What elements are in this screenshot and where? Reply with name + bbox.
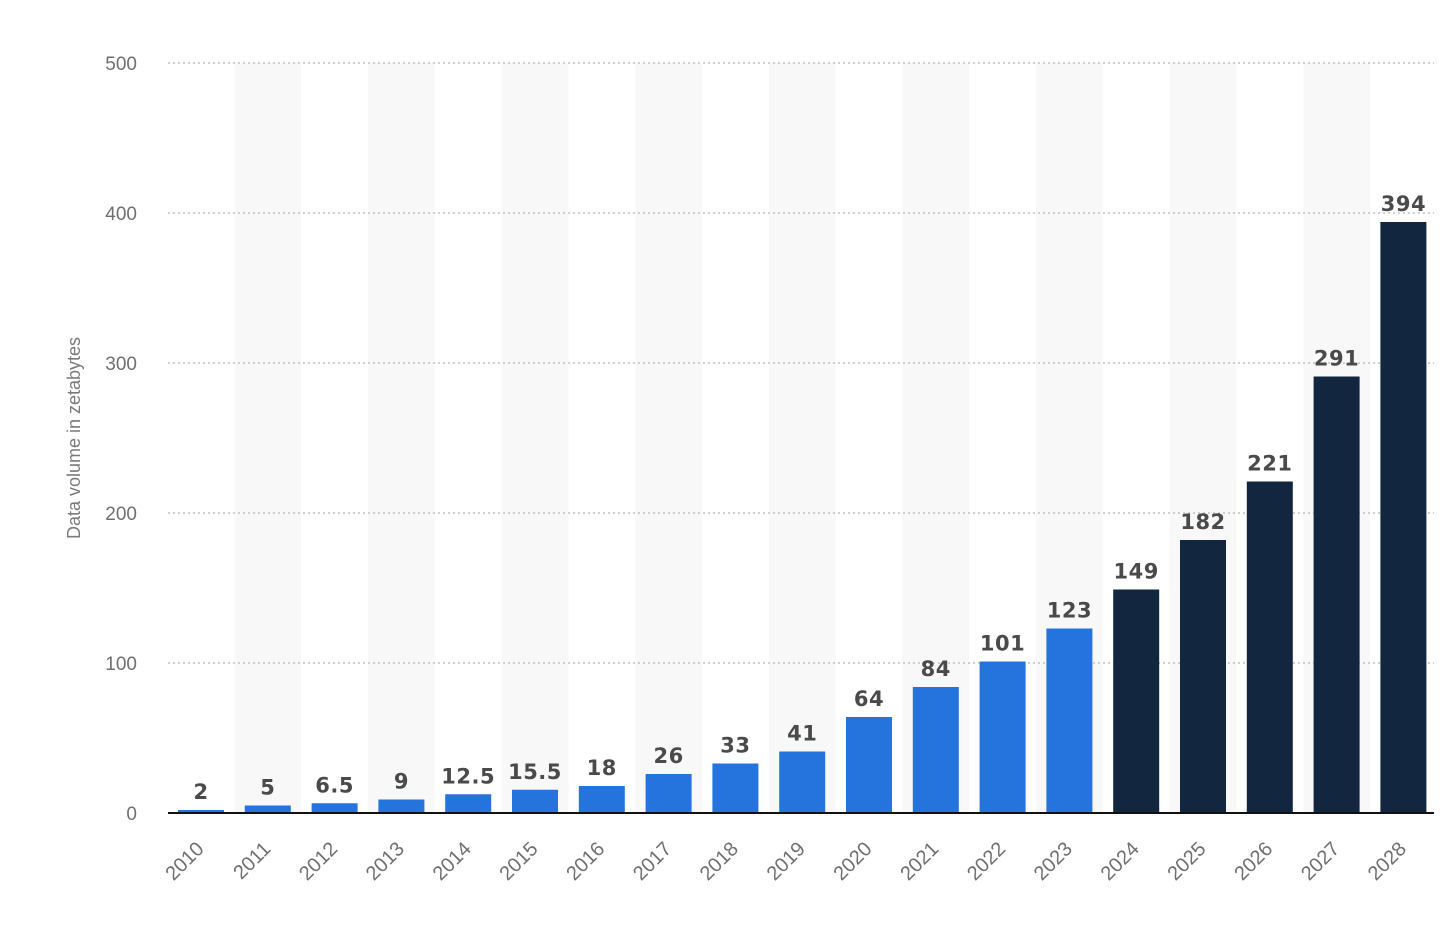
y-tick-label: 300 bbox=[105, 354, 137, 375]
x-tick-label: 2012 bbox=[295, 838, 342, 885]
data-label: 291 bbox=[1314, 347, 1359, 371]
bar[interactable] bbox=[1313, 376, 1360, 814]
x-tick-label: 2017 bbox=[629, 838, 676, 885]
bar[interactable] bbox=[712, 763, 759, 814]
data-label: 9 bbox=[394, 770, 409, 794]
data-label: 64 bbox=[854, 687, 884, 711]
x-tick-label: 2022 bbox=[963, 838, 1010, 885]
y-tick-label: 400 bbox=[105, 204, 137, 225]
data-label: 33 bbox=[720, 734, 750, 758]
data-label: 84 bbox=[921, 657, 951, 681]
bar[interactable] bbox=[779, 751, 826, 814]
bar[interactable] bbox=[1113, 589, 1160, 814]
x-tick-label: 2023 bbox=[1030, 838, 1077, 885]
bar[interactable] bbox=[244, 805, 291, 814]
x-tick-label: 2028 bbox=[1364, 838, 1411, 885]
y-axis-title: Data volume in zetabytes bbox=[64, 337, 84, 539]
column-band bbox=[501, 63, 569, 813]
value-labels: 2 5 6.5 9 12.5 15.5 18 26 33 41 64 84 101 123 149 182 22… bbox=[193, 192, 1426, 804]
x-tick-label: 2021 bbox=[896, 838, 943, 885]
x-tick-label: 2016 bbox=[562, 838, 609, 885]
data-label: 123 bbox=[1047, 599, 1092, 623]
x-tick-label: 2024 bbox=[1097, 838, 1144, 885]
x-axis-ticks: 2010 2011 2012 2013 2014 2015 2016 2017 2018 2019… bbox=[162, 838, 1411, 885]
column-band bbox=[768, 63, 836, 813]
data-label: 5 bbox=[260, 776, 275, 800]
x-tick-label: 2013 bbox=[362, 838, 409, 885]
bar[interactable] bbox=[912, 687, 959, 813]
bar[interactable] bbox=[846, 717, 892, 813]
bar[interactable] bbox=[979, 661, 1026, 814]
data-label: 12.5 bbox=[441, 764, 495, 788]
data-label: 149 bbox=[1114, 560, 1159, 584]
bars bbox=[178, 222, 1427, 814]
bar[interactable] bbox=[378, 799, 425, 814]
bar[interactable] bbox=[512, 789, 558, 813]
bar[interactable] bbox=[1246, 481, 1293, 814]
data-label: 41 bbox=[787, 722, 817, 746]
y-axis-ticks: 0 100 200 300 400 500 bbox=[105, 54, 137, 825]
bar[interactable] bbox=[1046, 628, 1093, 814]
data-label: 26 bbox=[653, 744, 683, 768]
y-tick-label: 100 bbox=[105, 654, 137, 675]
data-label: 6.5 bbox=[315, 773, 354, 797]
y-tick-label: 0 bbox=[126, 804, 137, 825]
data-label: 18 bbox=[587, 756, 617, 780]
x-tick-label: 2015 bbox=[496, 838, 543, 885]
bar[interactable] bbox=[1180, 540, 1226, 813]
data-label: 394 bbox=[1381, 192, 1426, 216]
column-band bbox=[368, 63, 435, 813]
bar[interactable] bbox=[178, 810, 224, 813]
x-tick-label: 2026 bbox=[1230, 838, 1277, 885]
x-tick-label: 2014 bbox=[429, 838, 476, 885]
x-tick-label: 2025 bbox=[1164, 838, 1211, 885]
data-label: 101 bbox=[980, 632, 1025, 656]
x-tick-label: 2018 bbox=[696, 838, 743, 885]
x-tick-label: 2010 bbox=[162, 838, 209, 885]
data-label: 15.5 bbox=[508, 760, 562, 784]
data-label: 221 bbox=[1247, 452, 1292, 476]
x-tick-label: 2027 bbox=[1297, 838, 1344, 885]
x-tick-label: 2020 bbox=[830, 838, 877, 885]
bar[interactable] bbox=[1380, 222, 1427, 813]
bar[interactable] bbox=[445, 794, 492, 813]
bar[interactable] bbox=[645, 774, 692, 813]
x-tick-label: 2011 bbox=[229, 838, 275, 884]
x-tick-label: 2019 bbox=[763, 838, 810, 885]
data-label: 182 bbox=[1180, 510, 1225, 534]
column-band bbox=[234, 63, 302, 813]
bar[interactable] bbox=[578, 786, 625, 813]
column-band bbox=[635, 63, 702, 813]
bar[interactable] bbox=[311, 803, 358, 813]
data-label: 2 bbox=[193, 780, 208, 804]
y-tick-label: 500 bbox=[105, 54, 137, 75]
y-tick-label: 200 bbox=[105, 504, 137, 525]
